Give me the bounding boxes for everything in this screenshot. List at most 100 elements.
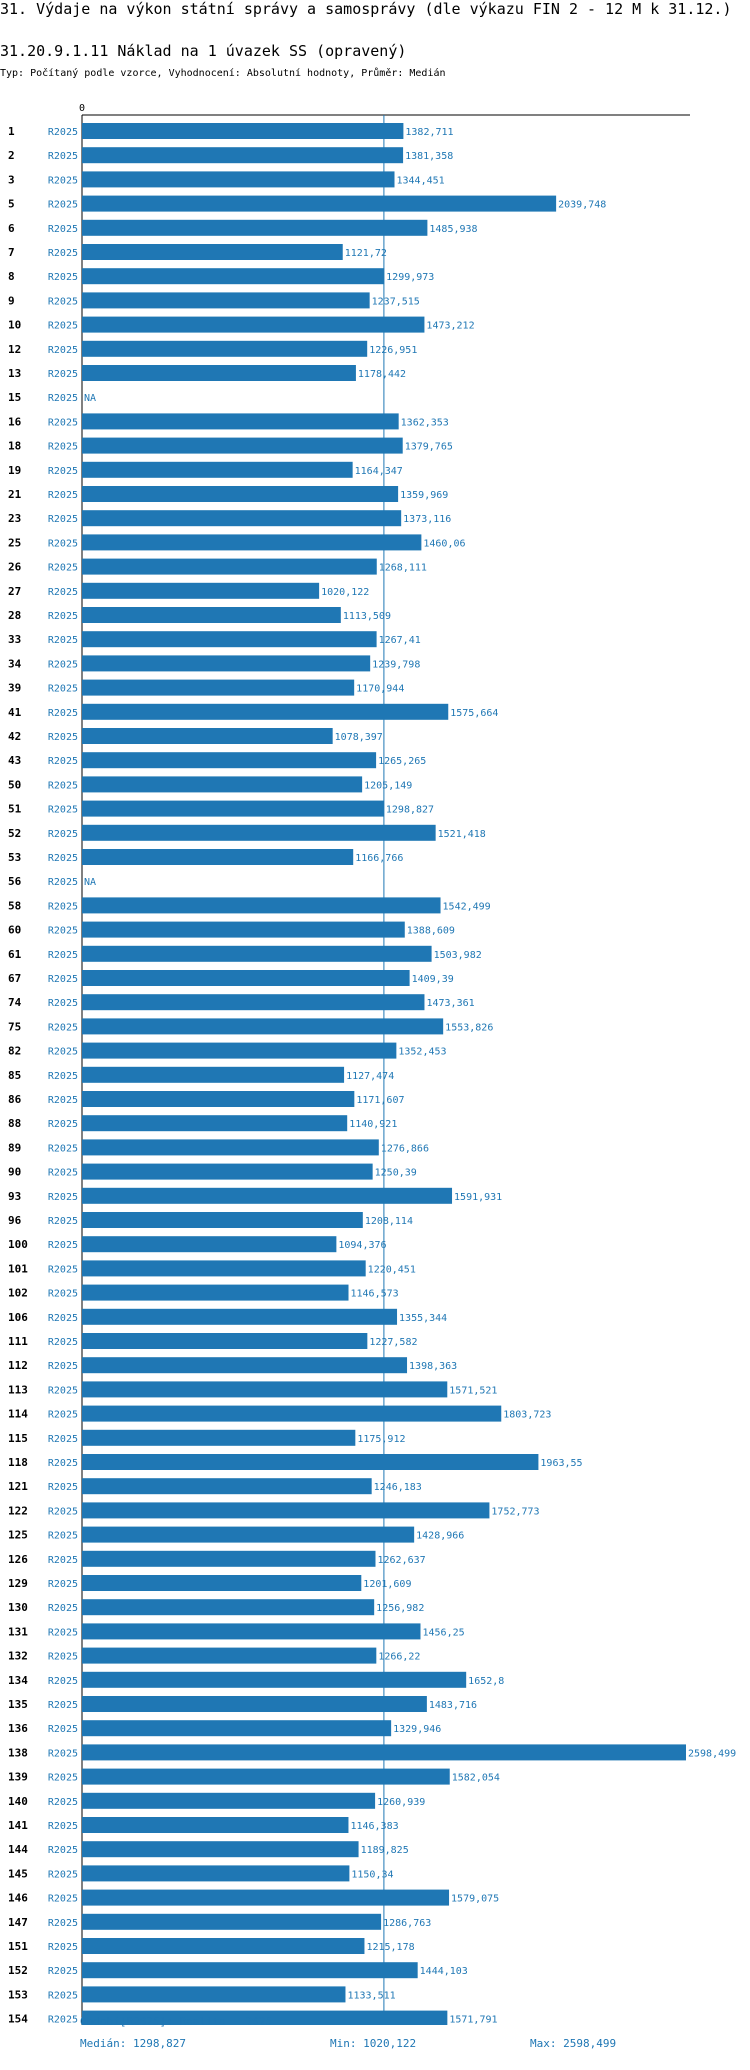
data-label: 1260,939 xyxy=(377,1797,425,1808)
bar xyxy=(82,1212,363,1228)
series-label: R2025 xyxy=(48,1482,78,1493)
series-label: R2025 xyxy=(48,1434,78,1445)
data-label: 1460,06 xyxy=(423,538,465,549)
category-label: 93 xyxy=(8,1190,21,1203)
bar xyxy=(82,244,343,260)
series-label: R2025 xyxy=(48,538,78,549)
category-label: 126 xyxy=(8,1553,28,1566)
category-label: 141 xyxy=(8,1819,28,1832)
bar xyxy=(82,1284,349,1301)
bar xyxy=(82,1744,686,1761)
data-label: 1286,763 xyxy=(383,1918,431,1929)
series-label: R2025 xyxy=(48,587,78,598)
series-label: R2025 xyxy=(48,611,78,622)
series-label: R2025 xyxy=(48,1942,78,1953)
bar xyxy=(82,1429,356,1446)
bar xyxy=(82,994,425,1011)
category-label: 114 xyxy=(8,1408,28,1421)
category-label: 86 xyxy=(8,1093,22,1106)
data-label: 1171,607 xyxy=(356,1095,404,1106)
series-label: R2025 xyxy=(48,1918,78,1929)
series-label: R2025 xyxy=(48,127,78,138)
series-label: R2025 xyxy=(48,684,78,695)
category-label: 28 xyxy=(8,609,21,622)
bar-chart: 0 1 R2025 1382,711 2 R2025 1381,358 3 R2025 1344,… xyxy=(8,103,736,2025)
bar xyxy=(82,365,356,381)
bar xyxy=(82,921,405,938)
series-label: R2025 xyxy=(48,708,78,719)
series-label: R2025 xyxy=(48,1264,78,1275)
category-label: 85 xyxy=(8,1069,21,1082)
category-label: 151 xyxy=(8,1940,28,1953)
data-label: 1205,149 xyxy=(364,780,412,791)
data-label: 1237,515 xyxy=(372,296,420,307)
data-label: 1571,791 xyxy=(449,2015,497,2025)
category-label: 33 xyxy=(8,633,21,646)
bar xyxy=(82,123,404,139)
data-label: 1265,265 xyxy=(378,756,426,767)
bar xyxy=(82,340,368,357)
data-label: 1121,72 xyxy=(345,248,387,259)
series-label: R2025 xyxy=(48,756,78,767)
category-label: 152 xyxy=(8,1964,28,1977)
series-label: R2025 xyxy=(48,1022,78,1033)
x-tick-label: 0 xyxy=(79,103,85,114)
bar xyxy=(82,534,422,551)
bar xyxy=(82,776,363,793)
series-label: R2025 xyxy=(48,659,78,670)
series-label: R2025 xyxy=(48,417,78,428)
bar xyxy=(82,1575,362,1591)
series-label: R2025 xyxy=(48,2015,78,2025)
data-label: 1352,453 xyxy=(398,1047,446,1058)
category-label: 118 xyxy=(8,1456,28,1469)
data-label: 1355,344 xyxy=(399,1313,447,1324)
data-label: 2039,748 xyxy=(558,200,606,211)
category-label: 153 xyxy=(8,1988,28,2001)
category-label: 106 xyxy=(8,1311,28,1324)
series-label: R2025 xyxy=(48,175,78,186)
bar xyxy=(82,1454,539,1470)
bar xyxy=(82,268,385,285)
series-label: R2025 xyxy=(48,1773,78,1784)
data-label: 1963,55 xyxy=(540,1458,582,1469)
series-label: R2025 xyxy=(48,1385,78,1396)
category-label: 15 xyxy=(8,391,21,404)
data-label: 1166,766 xyxy=(355,853,403,864)
category-label: 16 xyxy=(8,415,22,428)
bar xyxy=(82,171,395,188)
category-label: 5 xyxy=(8,198,15,211)
bar xyxy=(82,1962,418,1979)
data-label: 1250,39 xyxy=(375,1168,417,1179)
series-label: R2025 xyxy=(48,1506,78,1517)
category-label: 154 xyxy=(8,2013,28,2025)
series-label: R2025 xyxy=(48,1095,78,1106)
data-label: 1521,418 xyxy=(438,829,486,840)
bar xyxy=(82,1115,348,1132)
series-label: R2025 xyxy=(48,1579,78,1590)
series-label: R2025 xyxy=(48,1869,78,1880)
series-label: R2025 xyxy=(48,151,78,162)
data-label: 1379,765 xyxy=(405,442,453,453)
series-label: R2025 xyxy=(48,321,78,332)
series-label: R2025 xyxy=(48,901,78,912)
data-label: 1503,982 xyxy=(434,950,482,961)
category-label: 50 xyxy=(8,778,21,791)
data-label: 1444,103 xyxy=(420,1966,468,1977)
bar xyxy=(82,1671,467,1688)
data-label: 1591,931 xyxy=(454,1192,502,1203)
series-label: R2025 xyxy=(48,1458,78,1469)
data-label: NA xyxy=(84,877,96,888)
bar xyxy=(82,1502,490,1519)
data-label: 1542,499 xyxy=(443,901,491,912)
category-label: 89 xyxy=(8,1141,21,1154)
data-label: 1575,664 xyxy=(450,708,498,719)
data-label: 1020,122 xyxy=(321,587,369,598)
series-label: R2025 xyxy=(48,1168,78,1179)
data-label: 1164,347 xyxy=(355,466,403,477)
series-label: R2025 xyxy=(48,853,78,864)
series-label: R2025 xyxy=(48,1119,78,1130)
data-label: 1428,966 xyxy=(416,1531,464,1542)
bar xyxy=(82,1091,355,1107)
series-label: R2025 xyxy=(48,272,78,283)
category-label: 27 xyxy=(8,585,21,598)
